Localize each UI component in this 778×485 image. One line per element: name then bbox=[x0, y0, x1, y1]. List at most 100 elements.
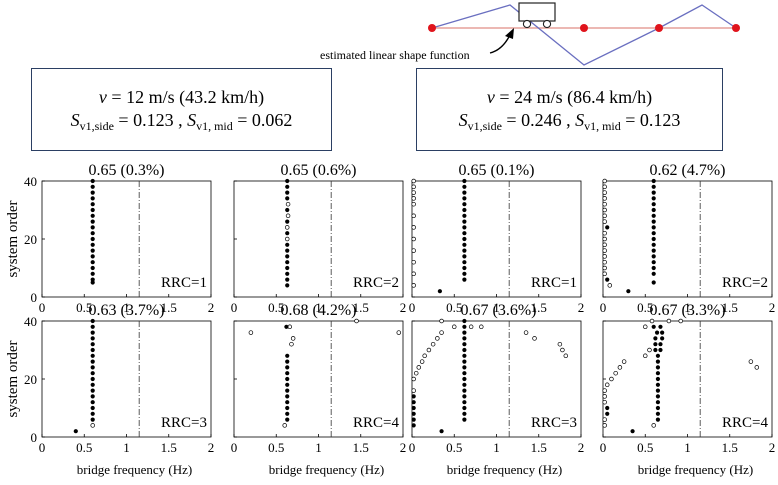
unstable-pole-point bbox=[602, 230, 607, 236]
stable-pole-point bbox=[651, 207, 656, 213]
stable-pole-point bbox=[651, 260, 656, 265]
unstable-pole-point bbox=[430, 341, 436, 347]
stable-pole-point bbox=[462, 236, 467, 242]
stable-pole-point bbox=[90, 336, 95, 341]
stable-pole-point bbox=[90, 190, 95, 195]
unstable-pole-point bbox=[602, 184, 607, 190]
unstable-pole-point bbox=[604, 382, 610, 388]
stable-pole-point bbox=[90, 353, 95, 358]
stable-pole-point bbox=[658, 347, 663, 353]
stable-pole-point bbox=[90, 342, 95, 347]
x-tick-label: 0 bbox=[39, 300, 46, 315]
stable-pole-point bbox=[651, 242, 656, 247]
stable-pole-point bbox=[411, 417, 416, 422]
x-tick-label: 0.5 bbox=[637, 440, 653, 455]
stable-pole-point bbox=[462, 277, 467, 282]
rrc-label: RRC=2 bbox=[722, 275, 768, 291]
stable-pole-point bbox=[605, 405, 610, 411]
stable-pole-point bbox=[653, 336, 658, 341]
stable-pole-point bbox=[411, 411, 416, 416]
unstable-pole-point bbox=[651, 423, 656, 428]
stable-pole-point bbox=[90, 202, 95, 207]
x-tick-label: 0.5 bbox=[76, 440, 92, 455]
stable-pole-point bbox=[655, 371, 661, 376]
subplot-title: 0.68 (4.2%) bbox=[281, 302, 357, 319]
unstable-pole-point bbox=[248, 330, 254, 335]
unstable-pole-point bbox=[602, 207, 607, 213]
stable-pole-point bbox=[285, 382, 290, 387]
stable-pole-point bbox=[462, 265, 467, 271]
unstable-pole-point bbox=[479, 324, 484, 330]
unstable-pole-point bbox=[563, 353, 569, 359]
subplot: 0 0.5 1 1.5 2 0.68 (4.2%) RRC=4 bridge frequenc… bbox=[231, 302, 407, 477]
unstable-pole-point bbox=[411, 196, 416, 201]
unstable-pole-point bbox=[411, 236, 416, 242]
stable-pole-point bbox=[284, 324, 289, 329]
stable-pole-point bbox=[285, 400, 290, 405]
stable-pole-point bbox=[285, 242, 290, 247]
unstable-pole-point bbox=[666, 318, 672, 324]
support-point bbox=[428, 24, 436, 32]
stable-pole-point bbox=[90, 417, 95, 422]
plot-frame bbox=[233, 180, 404, 298]
stable-pole-point bbox=[90, 411, 95, 416]
rrc-label: RRC=2 bbox=[353, 275, 399, 291]
unstable-pole-point bbox=[354, 318, 359, 324]
stable-pole-point bbox=[462, 190, 467, 195]
x-tick-label: 1 bbox=[315, 300, 322, 315]
x-tick-label: 2 bbox=[578, 300, 585, 315]
stable-pole-point bbox=[651, 213, 656, 218]
unstable-pole-point bbox=[289, 341, 294, 347]
x-tick-label: 0 bbox=[409, 300, 416, 315]
stable-pole-point bbox=[411, 405, 416, 411]
unstable-pole-point bbox=[642, 324, 648, 330]
unstable-pole-point bbox=[602, 399, 607, 405]
unstable-pole-point bbox=[602, 388, 607, 393]
stable-pole-point bbox=[462, 342, 467, 347]
rrc-label: RRC=1 bbox=[531, 275, 577, 291]
unstable-pole-point bbox=[532, 336, 537, 341]
stable-pole-point bbox=[90, 236, 95, 242]
stable-pole-point bbox=[285, 260, 290, 265]
stable-pole-point bbox=[285, 359, 290, 364]
unstable-pole-point bbox=[90, 423, 95, 428]
subplot-title: 0.65 (0.6%) bbox=[281, 162, 357, 179]
x-axis-label: bridge frequency (Hz) bbox=[638, 462, 754, 477]
stable-pole-point bbox=[439, 429, 444, 434]
stable-pole-point bbox=[285, 265, 290, 271]
stable-pole-point bbox=[285, 411, 290, 416]
x-axis-label: bridge frequency (Hz) bbox=[447, 462, 563, 477]
x-tick-label: 1.5 bbox=[722, 440, 738, 455]
stable-pole-point bbox=[90, 248, 95, 253]
shape-function-line bbox=[431, 4, 737, 66]
subplot-title: 0.63 (3.7%) bbox=[89, 302, 165, 319]
stable-pole-point bbox=[90, 405, 95, 411]
unstable-pole-point bbox=[607, 283, 613, 288]
stable-pole-point bbox=[90, 265, 95, 271]
unstable-pole-point bbox=[602, 271, 607, 277]
stable-pole-point bbox=[462, 324, 467, 329]
stable-pole-point bbox=[651, 219, 656, 224]
stable-pole-point bbox=[285, 184, 290, 189]
unstable-pole-point bbox=[282, 423, 287, 428]
rrc-label: RRC=4 bbox=[722, 415, 768, 431]
stable-pole-point bbox=[462, 202, 467, 207]
rrc-label: RRC=3 bbox=[531, 415, 577, 431]
x-tick-label: 2 bbox=[400, 440, 407, 455]
stable-pole-point bbox=[285, 231, 290, 236]
stable-pole-point bbox=[462, 405, 467, 411]
stable-pole-point bbox=[660, 336, 665, 341]
stable-pole-point bbox=[651, 280, 656, 285]
y-tick-label: 20 bbox=[24, 232, 37, 247]
stable-pole-point bbox=[655, 405, 661, 411]
x-tick-label: 0 bbox=[409, 440, 416, 455]
stable-pole-point bbox=[462, 213, 467, 218]
stable-pole-point bbox=[90, 324, 95, 329]
plot-frame bbox=[602, 180, 773, 298]
stable-pole-point bbox=[653, 342, 658, 347]
stable-pole-point bbox=[73, 429, 78, 434]
y-axis-label: system order bbox=[5, 200, 21, 277]
stable-pole-point bbox=[90, 280, 95, 285]
x-tick-label: 0.5 bbox=[446, 300, 462, 315]
